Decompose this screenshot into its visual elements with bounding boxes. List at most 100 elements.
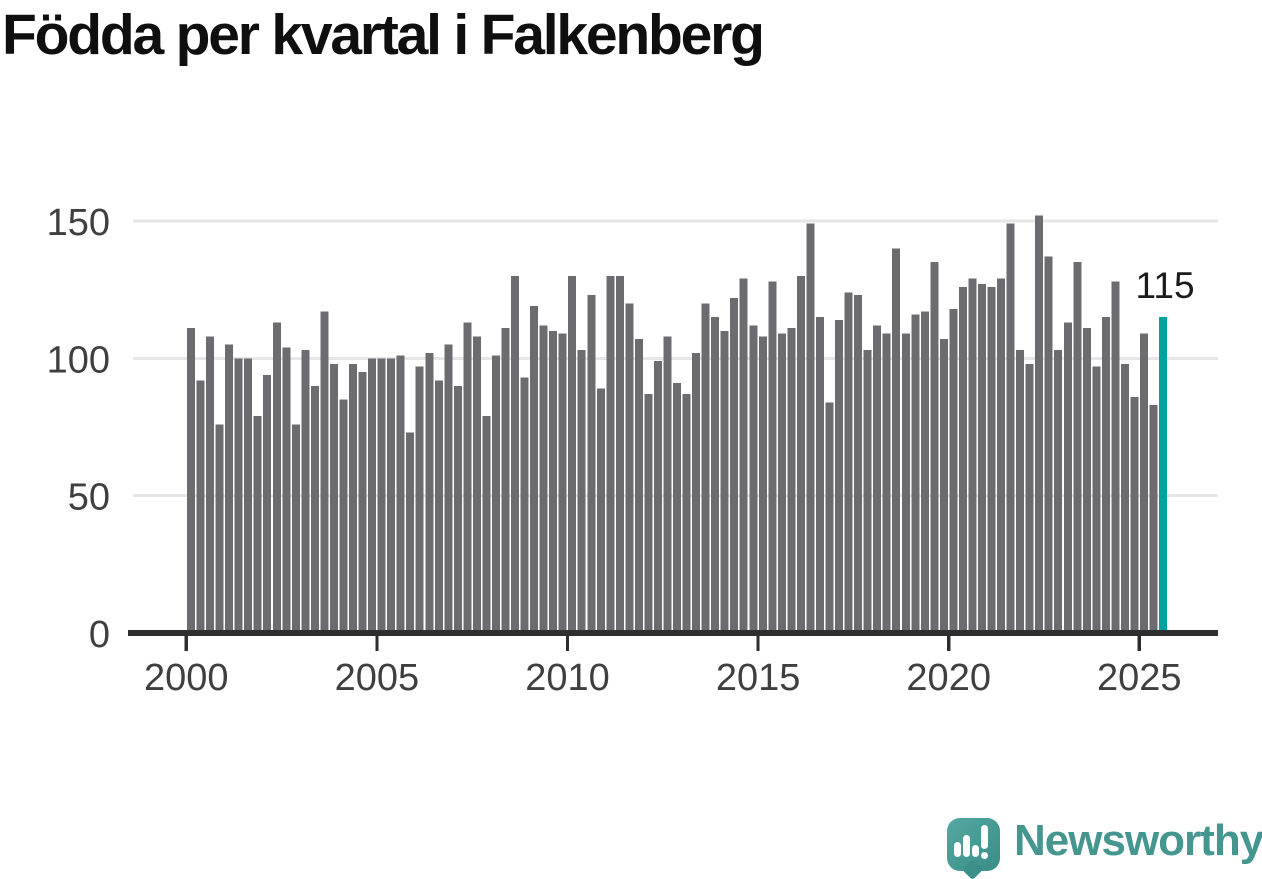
x-tick-label-2005: 2005 bbox=[335, 657, 420, 699]
bar-2000-q3 bbox=[206, 336, 215, 635]
bar-2023-q4 bbox=[1092, 366, 1101, 635]
bar-2019-q2 bbox=[920, 311, 929, 635]
bar-2018-q2 bbox=[882, 333, 891, 635]
bar-2019-q1 bbox=[911, 314, 920, 635]
bar-2025-q2 bbox=[1149, 405, 1158, 635]
logo-exclamation-bar bbox=[981, 825, 988, 849]
x-tick-label-2020: 2020 bbox=[906, 657, 991, 699]
bar-2009-q2 bbox=[539, 325, 548, 635]
bar-2022-q2 bbox=[1035, 215, 1044, 635]
bar-2024-q4 bbox=[1130, 396, 1139, 635]
bar-2013-q2 bbox=[692, 352, 701, 635]
bar-2017-q2 bbox=[844, 292, 853, 635]
bar-2004-q1 bbox=[339, 399, 348, 635]
logo-bar-3 bbox=[972, 845, 979, 857]
bar-2011-q1 bbox=[606, 275, 615, 635]
bar-2007-q4 bbox=[482, 416, 491, 635]
bar-2001-q3 bbox=[244, 358, 253, 635]
x-tick-2025 bbox=[1137, 636, 1141, 651]
x-tick-2015 bbox=[756, 636, 760, 651]
bar-2021-q3 bbox=[1006, 223, 1015, 636]
bar-2012-q1 bbox=[644, 394, 653, 635]
bar-2011-q2 bbox=[615, 275, 624, 635]
bar-2015-q1 bbox=[758, 336, 767, 635]
bar-2019-q4 bbox=[939, 339, 948, 635]
bar-2008-q3 bbox=[511, 275, 520, 635]
bar-2010-q3 bbox=[587, 295, 596, 635]
bar-2001-q1 bbox=[225, 344, 234, 635]
bar-2024-q3 bbox=[1120, 363, 1129, 635]
bar-2002-q3 bbox=[282, 347, 291, 635]
bar-2021-q4 bbox=[1016, 350, 1025, 635]
bar-2001-q4 bbox=[253, 416, 262, 635]
bar-2024-q2 bbox=[1111, 281, 1120, 635]
bar-2002-q2 bbox=[272, 322, 281, 635]
bar-2015-q4 bbox=[787, 328, 796, 635]
chart-title: Födda per kvartal i Falkenberg bbox=[2, 3, 765, 67]
highlight-value-label: 115 bbox=[1136, 265, 1195, 306]
bar-2019-q3 bbox=[930, 262, 939, 635]
bar-2005-q4 bbox=[406, 432, 415, 635]
bar-2014-q1 bbox=[720, 330, 729, 635]
bar-2022-q4 bbox=[1054, 350, 1063, 635]
gridline-100 bbox=[133, 356, 1218, 360]
y-tick-label-50: 50 bbox=[68, 477, 110, 519]
bar-2014-q3 bbox=[739, 278, 748, 635]
bar-2013-q4 bbox=[711, 317, 720, 635]
bar-2000-q1 bbox=[187, 328, 195, 635]
y-tick-label-150: 150 bbox=[47, 202, 110, 244]
bar-2011-q4 bbox=[634, 339, 643, 635]
bar-2018-q4 bbox=[901, 333, 910, 635]
bar-2013-q3 bbox=[701, 303, 710, 635]
x-tick-2005 bbox=[375, 636, 379, 651]
bar-2023-q1 bbox=[1063, 322, 1072, 635]
bar-2006-q2 bbox=[425, 352, 434, 635]
bar-2021-q2 bbox=[997, 278, 1006, 635]
y-tick-label-100: 100 bbox=[47, 339, 110, 381]
bar-2017-q4 bbox=[863, 350, 872, 635]
bar-2000-q4 bbox=[215, 424, 224, 635]
bar-2023-q2 bbox=[1073, 262, 1082, 635]
bar-2017-q1 bbox=[835, 319, 844, 635]
bar-2010-q2 bbox=[577, 350, 586, 635]
bar-2010-q4 bbox=[596, 388, 605, 635]
bar-2020-q3 bbox=[968, 278, 977, 635]
newsworthy-branding: Newsworthy bbox=[947, 814, 1262, 879]
bar-2018-q1 bbox=[873, 325, 882, 635]
bar-2002-q4 bbox=[291, 424, 300, 635]
bar-2005-q1 bbox=[377, 358, 386, 635]
bar-2012-q2 bbox=[653, 361, 662, 635]
bar-2003-q4 bbox=[329, 363, 338, 635]
bar-2016-q4 bbox=[825, 402, 834, 635]
logo-exclamation-dot bbox=[981, 852, 988, 859]
bar-2005-q3 bbox=[396, 355, 405, 635]
bar-2024-q1 bbox=[1101, 317, 1110, 635]
x-tick-label-2000: 2000 bbox=[144, 657, 229, 699]
bar-2012-q3 bbox=[663, 336, 672, 635]
bar-2016-q1 bbox=[796, 275, 805, 635]
bar-2008-q1 bbox=[491, 355, 500, 635]
bar-2014-q4 bbox=[749, 325, 758, 635]
bar-2004-q2 bbox=[349, 363, 358, 635]
x-tick-label-2015: 2015 bbox=[716, 657, 801, 699]
bar-2004-q4 bbox=[368, 358, 377, 635]
speech-bubble-tail bbox=[961, 858, 984, 879]
bar-2001-q2 bbox=[234, 358, 243, 635]
bar-2013-q1 bbox=[682, 394, 691, 635]
logo-bar-1 bbox=[954, 842, 961, 857]
bar-2007-q3 bbox=[472, 336, 481, 635]
bar-2003-q1 bbox=[301, 350, 310, 635]
bar-2008-q2 bbox=[501, 328, 510, 635]
bar-2006-q4 bbox=[444, 344, 453, 635]
bar-2004-q3 bbox=[358, 372, 367, 635]
bar-2022-q1 bbox=[1025, 363, 1034, 635]
newsworthy-wordmark: Newsworthy bbox=[1014, 816, 1262, 865]
bar-2005-q2 bbox=[387, 358, 396, 635]
bar-2002-q1 bbox=[263, 374, 272, 635]
bar-2020-q1 bbox=[949, 308, 958, 635]
bar-2025-q1 bbox=[1140, 333, 1148, 635]
bar-2023-q3 bbox=[1082, 328, 1091, 635]
x-tick-2020 bbox=[947, 636, 951, 651]
